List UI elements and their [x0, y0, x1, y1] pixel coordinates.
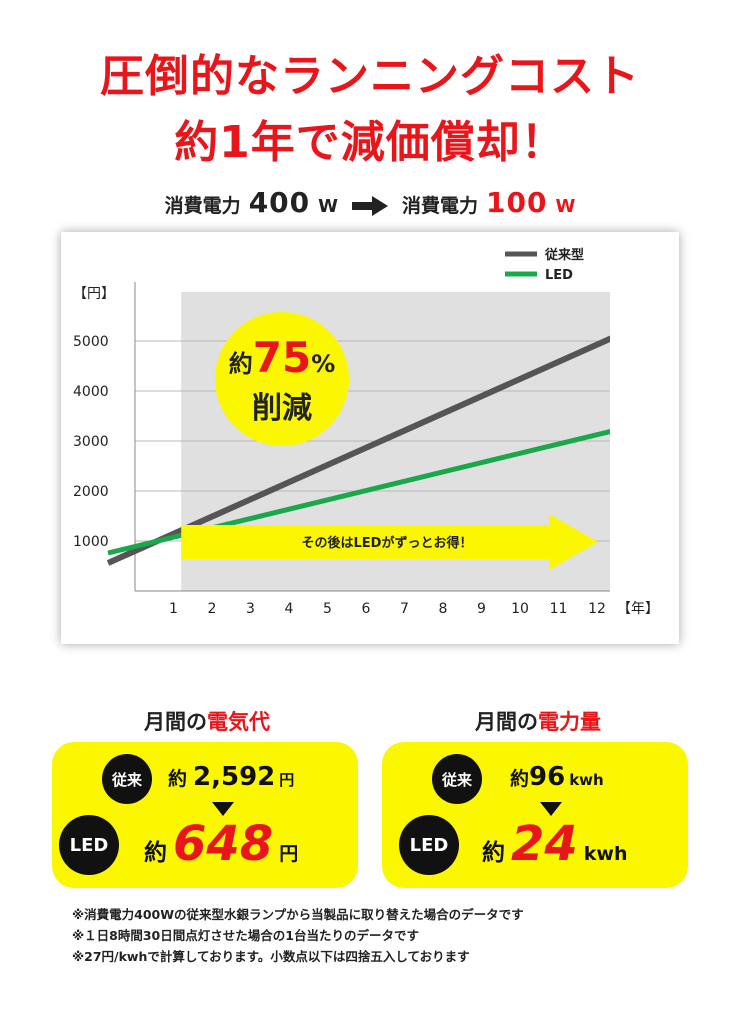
x-tick-label: 4: [285, 601, 294, 617]
old-power-line: 約96 kwh: [510, 762, 604, 792]
headline-line-2: 約1年で減価償却！: [174, 117, 566, 168]
y-unit-label: 【円】: [73, 286, 115, 302]
new-power-amount-unit: kwh: [583, 843, 628, 865]
electricity-cost-title: 月間の電気代: [57, 706, 357, 736]
y-tick-label: 4000: [73, 384, 109, 400]
down-triangle-icon: [212, 802, 234, 816]
x-tick-label: 12: [588, 601, 606, 617]
new-cost-value: 648: [173, 816, 274, 872]
new-approx: 約: [144, 840, 167, 866]
old-power-label: 消費電力: [164, 195, 241, 217]
old-badge: 従来: [432, 754, 482, 804]
power-amount-title-highlight: 電力量: [538, 710, 601, 734]
old-cost-line: 約 2,592 円: [168, 762, 294, 792]
old-approx: 約: [510, 768, 530, 790]
new-power-line: 約 24 kwh: [482, 816, 628, 872]
new-power-amount-value: 24: [511, 816, 578, 872]
old-power-value: 400: [248, 186, 311, 219]
arrow-banner-text: その後はLEDがずっとお得！: [302, 535, 473, 551]
y-tick-label: 5000: [73, 334, 109, 350]
x-tick-label: 1: [169, 601, 178, 617]
old-cost-value: 2,592: [193, 762, 276, 792]
headline-line-1: 圧倒的なランニングコスト: [100, 51, 640, 102]
down-triangle-icon: [540, 802, 562, 816]
new-power-label: 消費電力: [402, 195, 479, 217]
old-power-amount-value: 96: [529, 762, 566, 792]
x-tick-label: 2: [208, 601, 217, 617]
cost-chart-panel: 1000 2000 3000 4000 5000 【円】 1 2 3 4 5 6 7 8 9 10 11 12 【年…: [61, 232, 679, 644]
reduction-badge: [215, 312, 349, 446]
footnote: ※27円/kwhで計算しております。小数点以下は四捨五入しております: [72, 949, 470, 964]
power-amount-title-prefix: 月間の: [475, 710, 538, 734]
x-tick-label: 9: [477, 601, 486, 617]
old-badge: 従来: [102, 754, 152, 804]
x-unit-label: 【年】: [617, 601, 659, 617]
new-power-unit: W: [555, 196, 576, 217]
old-cost-unit: 円: [279, 771, 295, 789]
new-power-value: 100: [486, 186, 548, 219]
right-arrow-icon: [352, 196, 388, 216]
new-cost-unit: 円: [279, 843, 299, 865]
x-tick-label: 11: [550, 601, 568, 617]
x-tick-label: 6: [362, 601, 371, 617]
legend-label: 従来型: [544, 247, 584, 263]
reduction-label: 削減: [252, 391, 312, 426]
y-tick-label: 3000: [73, 434, 109, 450]
x-tick-label: 10: [511, 601, 529, 617]
old-power-amount-unit: kwh: [569, 771, 604, 789]
footnote: ※消費電力400Wの従来型水銀ランプから当製品に取り替えた場合のデータです: [72, 907, 524, 922]
new-approx: 約: [482, 840, 505, 866]
y-tick-label: 1000: [73, 534, 109, 550]
footnotes: ※消費電力400Wの従来型水銀ランプから当製品に取り替えた場合のデータです ※１…: [72, 904, 712, 967]
x-tick-label: 8: [439, 601, 448, 617]
reduction-percent-text: 約75%: [229, 333, 336, 382]
electricity-cost-title-prefix: 月間の: [144, 710, 207, 734]
x-tick-label: 7: [400, 601, 409, 617]
old-power-unit: W: [318, 196, 338, 217]
y-tick-label: 2000: [73, 484, 109, 500]
power-amount-card: 従来 約96 kwh LED 約 24 kwh: [382, 742, 688, 888]
led-badge: LED: [399, 815, 459, 875]
legend-label: LED: [545, 268, 573, 283]
footnote: ※１日8時間30日間点灯させた場合の1台当たりのデータです: [72, 928, 419, 943]
power-amount-title: 月間の電力量: [388, 706, 688, 736]
electricity-cost-card: 従来 約 2,592 円 LED 約 648 円: [52, 742, 358, 888]
x-tick-label: 3: [246, 601, 255, 617]
x-tick-label: 5: [323, 601, 332, 617]
power-comparison: 消費電力 400 W 消費電力 100 W: [0, 186, 740, 226]
arrow-banner-shape: [181, 514, 598, 570]
old-approx: 約: [168, 768, 188, 790]
electricity-cost-title-highlight: 電気代: [207, 710, 270, 734]
led-badge: LED: [59, 815, 119, 875]
new-cost-line: 約 648 円: [144, 816, 298, 872]
